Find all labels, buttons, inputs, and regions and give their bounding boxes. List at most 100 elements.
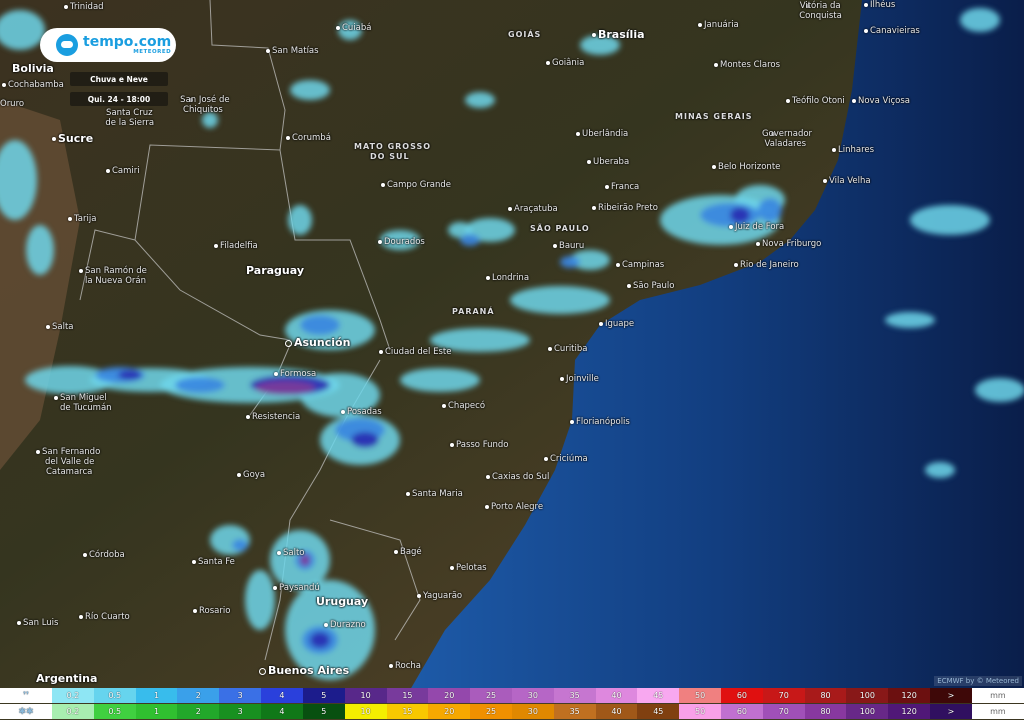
place-label: Paysandú [279,583,320,593]
rain-cell [380,230,420,250]
place-label: San Matías [272,46,319,56]
place-label: Florianópolis [576,417,630,427]
city-marker [852,99,856,103]
tempo-logo[interactable]: tempo.com METEORED [40,28,176,62]
place-label: Trinidad [70,2,104,12]
city-marker [274,372,278,376]
place-label: Caxias do Sul [492,472,550,482]
legend-step: 1 [135,688,178,703]
rain-cell [25,366,115,394]
city-marker [734,263,738,267]
precipitation-legend: ❜❜ 0.2 0.5 1 2 3 4 5 10 15 20 25 30 35 40 45 50 60 70 80 100… [0,688,1024,720]
legend-step: 20 [428,688,471,703]
rain-cell [960,8,1000,32]
place-label: Santa Cruz [106,108,153,118]
rain-cell [925,462,955,478]
rain-cell [300,315,340,335]
place-label: Oruro [0,99,25,109]
rain-cell [255,381,315,395]
city-marker [771,132,775,136]
legend-step: 4 [261,704,303,719]
city-marker [193,609,197,613]
legend-step: 30 [511,688,554,703]
rain-cell [580,35,620,55]
rain-cell [0,10,45,50]
place-label: Córdoba [89,550,125,560]
place-label: Januária [704,20,739,30]
place-label: Vila Velha [829,176,871,186]
city-marker [336,26,340,30]
place-label: Chapecó [448,401,486,411]
city-marker [864,3,868,7]
place-label: Iguape [605,319,635,329]
place-label: PARANÁ [452,307,495,316]
city-marker [570,420,574,424]
city-marker [548,347,552,351]
rain-cell [351,432,379,448]
place-label: Camiri [112,166,140,176]
legend-step: > [930,688,972,703]
city-marker [450,566,454,570]
place-label: Londrina [492,273,530,283]
place-label: Teófilo Otoni [792,96,845,106]
city-marker [341,410,345,414]
city-marker [605,185,609,189]
legend-step: 3 [219,688,262,703]
place-label: Salto [283,548,305,558]
layer-label[interactable]: Chuva e Neve [70,72,168,86]
place-label: Yaguarão [423,591,463,601]
legend-step: 2 [177,688,220,703]
legend-unit: mm [971,688,1024,703]
place-label: San Ramón de [85,266,147,276]
legend-step: 80 [804,688,847,703]
city-marker [237,473,241,477]
place-label: SÃO PAULO [530,224,590,233]
legend-step: 15 [386,704,429,719]
city-marker [381,183,385,187]
brand-sub: METEORED [133,49,172,55]
city-marker [553,244,557,248]
legend-step: 25 [470,688,512,703]
time-label[interactable]: Qui. 24 - 18:00 [70,92,168,106]
place-label: GOIÁS [508,30,542,39]
legend-step: 5 [302,688,345,703]
legend-step: 2 [177,704,220,719]
city-marker [592,33,596,37]
city-marker [52,137,56,141]
legend-step: 40 [595,704,638,719]
legend-step: 3 [219,704,262,719]
city-marker [442,404,446,408]
city-marker [17,621,21,625]
place-label: Nova Friburgo [762,239,822,249]
cloud-chat-icon [56,34,78,56]
city-marker [864,29,868,33]
place-label: Nova Viçosa [858,96,911,106]
city-marker [36,450,40,454]
city-marker [486,475,490,479]
city-marker [616,263,620,267]
place-label: Araçatuba [514,204,558,214]
place-label: Vitória da [799,1,841,11]
rain-cell [465,218,515,242]
place-label: Ribeirão Preto [598,203,658,213]
city-marker [486,276,490,280]
rain-cell [448,222,472,238]
place-label: Uberaba [593,157,630,167]
place-label: Buenos Aires [268,664,350,677]
place-label: Campo Grande [387,180,452,190]
city-marker [576,132,580,136]
city-marker [189,98,193,102]
legend-step: 100 [846,704,889,719]
rain-cell [290,80,330,100]
place-label: San Fernando [42,447,101,457]
rain-cell [300,554,310,566]
place-label: Posadas [347,407,382,417]
rain-cell [245,570,275,630]
city-marker [379,350,383,354]
legend-step: 100 [846,688,889,703]
place-label: Linhares [838,145,875,155]
legend-step: 30 [511,704,554,719]
city-marker [756,242,760,246]
place-label: Valadares [764,139,807,149]
